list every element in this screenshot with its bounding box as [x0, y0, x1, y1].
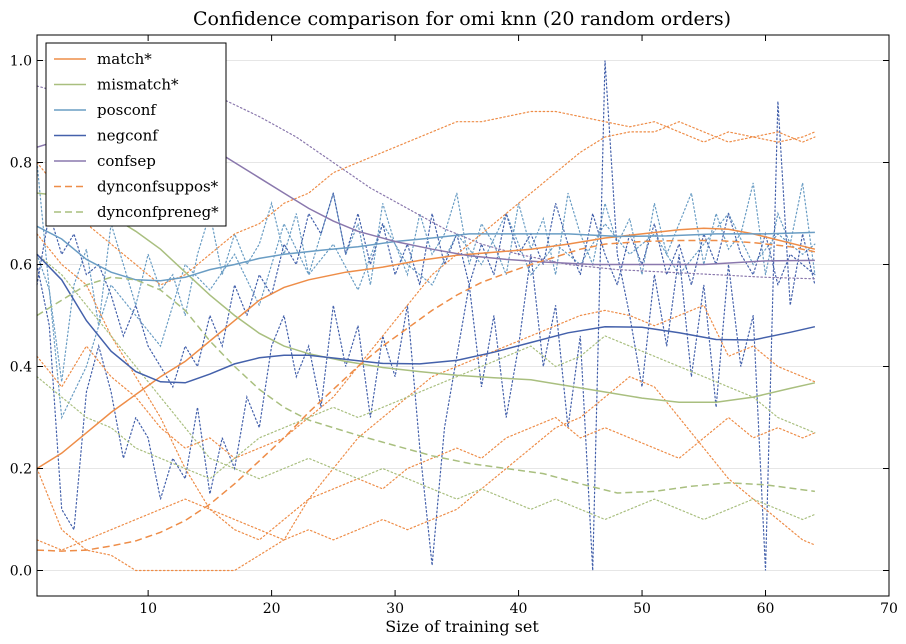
- background-line: [36, 85, 816, 280]
- legend-label: posconf: [97, 101, 157, 119]
- background-line: [36, 335, 816, 480]
- background-line: [36, 304, 816, 572]
- background-line: [36, 121, 816, 459]
- main-lines: [36, 126, 816, 552]
- x-tick-label: 20: [263, 601, 281, 617]
- series-line: [36, 225, 815, 282]
- legend-label: mismatch*: [97, 76, 179, 94]
- legend-label: confsep: [97, 152, 156, 170]
- y-axis: 0.0 0.2 0.4 0.6 0.8 1.0: [10, 54, 889, 580]
- background-line: [36, 110, 816, 286]
- y-tick-label: 0.2: [10, 462, 32, 478]
- y-tick-label: 1.0: [10, 54, 32, 70]
- x-tick-label: 50: [633, 601, 651, 617]
- x-tick-label: 10: [139, 601, 157, 617]
- legend: match* mismatch* posconf negconf confsep dync…: [45, 42, 227, 227]
- y-tick-label: 0.8: [10, 156, 32, 172]
- x-tick-label: 40: [510, 601, 528, 617]
- legend-label: match*: [97, 50, 152, 68]
- series-line: [36, 227, 816, 470]
- series-line: [36, 192, 816, 403]
- background-line: [36, 161, 816, 420]
- background-lines: [36, 60, 816, 572]
- plot-frame: [36, 34, 890, 597]
- legend-label: negconf: [97, 127, 159, 145]
- x-axis: 10 20 30 40 50 60 70: [139, 35, 898, 617]
- x-tick-label: 70: [880, 601, 898, 617]
- chart-title: Confidence comparison for omi knn (20 ra…: [193, 8, 731, 30]
- background-line: [36, 233, 816, 541]
- y-tick-label: 0.0: [10, 564, 32, 580]
- y-tick-label: 0.4: [10, 360, 32, 376]
- x-tick-label: 30: [386, 601, 404, 617]
- y-tick-label: 0.6: [10, 258, 32, 274]
- series-line: [36, 239, 816, 552]
- x-tick-label: 60: [757, 601, 775, 617]
- x-axis-label: Size of training set: [385, 617, 539, 636]
- legend-label: dynconfsuppos*: [97, 178, 219, 196]
- background-line: [36, 253, 816, 521]
- legend-label: dynconfpreneg*: [97, 203, 219, 221]
- background-line: [36, 60, 816, 571]
- series-line: [36, 253, 816, 384]
- legend-box: [45, 42, 227, 227]
- series-line: [36, 276, 815, 494]
- background-line: [36, 376, 816, 551]
